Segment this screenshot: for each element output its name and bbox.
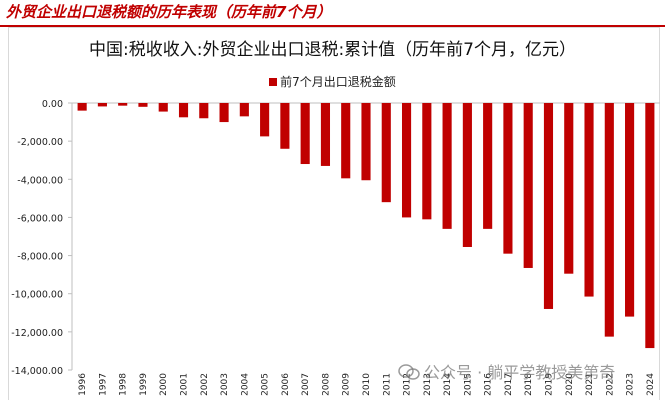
- x-tick-label: 2016: [484, 373, 494, 396]
- bar: [239, 103, 249, 117]
- x-tick-label: 2023: [626, 373, 636, 396]
- bar: [503, 103, 513, 254]
- x-tick-label: 2008: [321, 373, 331, 396]
- watermark: 公众号 · 躺平学教授美第奇: [398, 359, 615, 383]
- bar: [422, 103, 432, 220]
- bar: [320, 103, 331, 166]
- x-tick-label: 2020: [565, 373, 575, 396]
- x-tick-label: 2019: [544, 373, 554, 396]
- x-tick-label: 1997: [98, 373, 108, 396]
- bar: [280, 103, 290, 149]
- x-tick-label: 2022: [605, 373, 615, 396]
- legend-label: 前7个月出口退税金额: [280, 75, 396, 89]
- y-tick-label: -8,000.00: [17, 252, 63, 263]
- x-tick-label: 2012: [403, 373, 413, 396]
- bar: [361, 103, 371, 181]
- bar: [483, 103, 493, 229]
- bar: [77, 103, 87, 111]
- bar: [199, 103, 209, 119]
- y-tick-label: 0.00: [42, 99, 63, 110]
- x-tick-label: 2001: [180, 373, 190, 396]
- bar: [118, 103, 128, 106]
- bar: [300, 103, 310, 165]
- bar: [158, 103, 168, 112]
- x-tick-label: 2006: [281, 373, 291, 396]
- bar: [523, 103, 533, 268]
- y-tick-label: -6,000.00: [17, 213, 63, 224]
- chart-title: 中国:税收收入:外贸企业出口退税:累计值（历年前7个月，亿元）: [89, 40, 576, 60]
- bar: [442, 103, 452, 229]
- bar: [625, 103, 635, 317]
- bar: [97, 103, 107, 107]
- watermark-text: 公众号 · 躺平学教授美第奇: [424, 363, 616, 382]
- bar: [462, 103, 472, 247]
- x-tick-label: 2015: [463, 373, 473, 396]
- y-tick-label: -2,000.00: [17, 137, 63, 148]
- bar: [341, 103, 351, 179]
- bar: [381, 103, 391, 203]
- x-tick-label: 2024: [646, 373, 656, 396]
- x-tick-label: 2003: [220, 373, 230, 396]
- x-tick-label: 2005: [261, 373, 271, 396]
- x-tick-label: 2021: [585, 373, 595, 396]
- bar: [219, 103, 229, 123]
- x-tick-label: 2014: [443, 373, 453, 396]
- wechat-icon: [398, 364, 420, 380]
- bar: [645, 103, 655, 349]
- bar: [604, 103, 614, 337]
- x-tick-label: 1999: [139, 373, 149, 396]
- bar: [138, 103, 148, 107]
- y-tick-label: -4,000.00: [17, 175, 63, 186]
- page-heading: 外贸企业出口退税额的历年表现（历年前7个月）: [6, 3, 332, 21]
- chart-frame: [8, 27, 660, 400]
- x-tick-label: 2018: [524, 373, 534, 396]
- x-tick-label: 2011: [382, 373, 392, 396]
- x-tick-label: 1996: [78, 373, 88, 396]
- bar: [584, 103, 594, 297]
- chart-legend: 前7个月出口退税金额: [0, 73, 665, 90]
- x-tick-label: 2007: [301, 373, 311, 396]
- x-tick-label: 2009: [342, 373, 352, 396]
- y-tick-label: -12,000.00: [11, 328, 63, 339]
- y-tick-label: -14,000.00: [11, 366, 63, 377]
- bar: [401, 103, 412, 218]
- x-tick-label: 2004: [240, 373, 250, 396]
- heading-rule: [0, 25, 665, 27]
- x-tick-label: 2013: [423, 373, 433, 396]
- x-tick-label: 2000: [159, 373, 169, 396]
- bar: [178, 103, 189, 118]
- x-tick-label: 1998: [119, 373, 129, 396]
- x-tick-label: 2002: [200, 373, 210, 396]
- bar: [543, 103, 554, 309]
- bar: [564, 103, 574, 274]
- legend-swatch: [269, 78, 278, 86]
- x-tick-label: 2017: [504, 373, 514, 396]
- bar: [260, 103, 270, 137]
- y-tick-label: -10,000.00: [11, 290, 63, 301]
- x-tick-label: 2010: [362, 373, 372, 396]
